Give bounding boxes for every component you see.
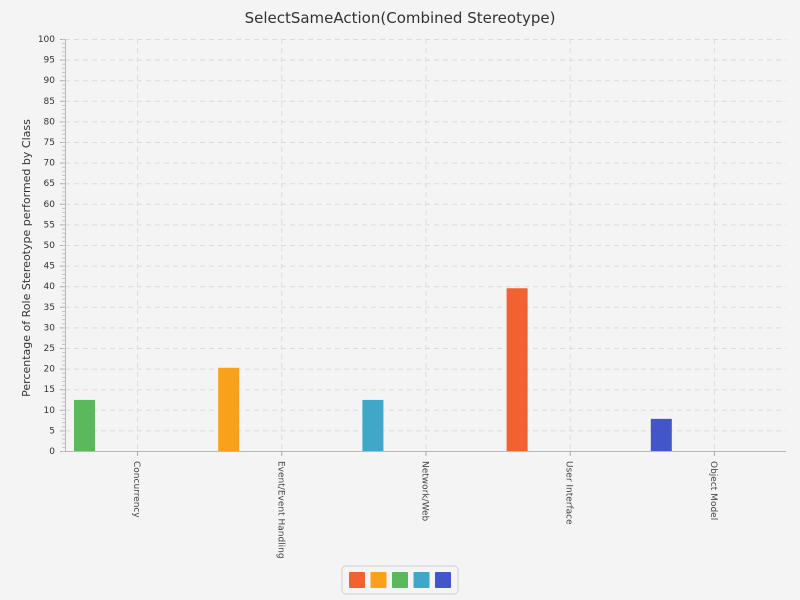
y-axis-label: Percentage of Role Stereotype performed … <box>20 119 33 397</box>
legend-swatch[interactable] <box>435 572 451 588</box>
bar <box>506 288 528 451</box>
y-tick-label: 75 <box>44 138 55 148</box>
y-tick-label: 50 <box>44 241 56 251</box>
y-tick-label: 0 <box>49 447 55 457</box>
y-tick-label: 85 <box>44 97 55 107</box>
y-tick-label: 15 <box>44 385 55 395</box>
y-tick-label: 70 <box>44 159 56 169</box>
y-tick-label: 55 <box>44 220 55 230</box>
y-tick-label: 25 <box>44 344 55 354</box>
legend[interactable] <box>341 565 459 595</box>
x-tick-label: Object Model <box>708 461 718 520</box>
y-tick-label: 35 <box>44 303 55 313</box>
y-tick-label: 5 <box>49 426 55 436</box>
bar <box>218 367 240 451</box>
y-tick-label: 40 <box>44 282 56 292</box>
y-tick-label: 90 <box>44 76 56 86</box>
y-tick-label: 45 <box>44 262 55 272</box>
bar <box>362 399 384 451</box>
y-tick-label: 60 <box>44 200 56 210</box>
x-tick-label: Network/Web <box>420 461 430 522</box>
y-tick-label: 10 <box>44 406 56 416</box>
y-tick-label: 95 <box>44 56 55 66</box>
chart-title: SelectSameAction(Combined Stereotype) <box>245 9 556 27</box>
legend-swatch[interactable] <box>413 572 430 588</box>
x-tick-label: Event/Event Handling <box>275 461 285 559</box>
x-axis-ticks: Concurrency Event/Event Handling Network/W… <box>131 451 718 559</box>
legend-swatch[interactable] <box>349 572 365 588</box>
y-tick-label: 80 <box>44 117 56 127</box>
legend-swatch[interactable] <box>392 572 408 588</box>
bar <box>650 418 672 451</box>
y-tick-label: 100 <box>38 35 55 45</box>
legend-swatch[interactable] <box>370 572 387 588</box>
bar <box>74 399 95 451</box>
y-tick-label: 30 <box>44 323 56 333</box>
grid <box>65 39 786 451</box>
y-tick-label: 20 <box>44 365 56 375</box>
bars <box>74 288 672 451</box>
y-tick-label: 65 <box>44 179 55 189</box>
y-axis-ticks: 0 5 10 15 20 25 30 35 40 45 50 55 60 65 70 75 80 85 90 95 10… <box>38 35 65 457</box>
x-tick-label: Concurrency <box>131 461 141 518</box>
x-tick-label: User Interface <box>564 461 574 525</box>
